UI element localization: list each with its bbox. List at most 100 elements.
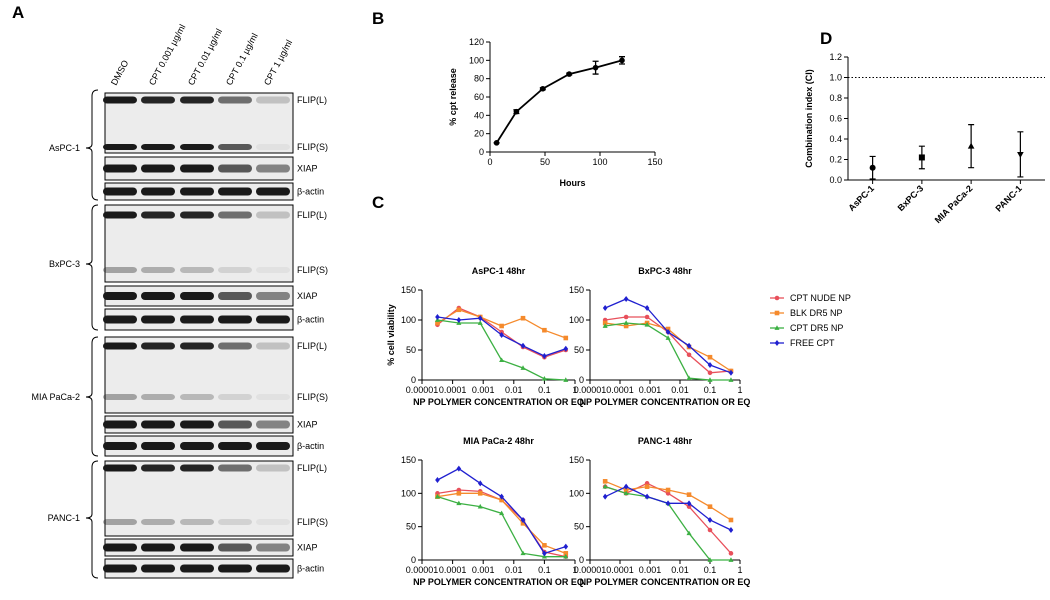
panel-label: D — [820, 29, 832, 48]
blot-band — [218, 442, 252, 450]
marker — [602, 323, 608, 328]
marker — [623, 296, 629, 302]
blot-band — [180, 342, 214, 350]
marker — [644, 322, 650, 327]
marker — [563, 551, 569, 556]
marker — [499, 332, 504, 338]
blot-band — [141, 315, 175, 324]
marker — [686, 504, 692, 509]
lane-label: CPT 0.001 µg/ml — [147, 23, 188, 87]
protein-label: FLIP(S) — [297, 142, 328, 152]
y-tick-label: 0 — [579, 555, 584, 565]
marker — [728, 527, 734, 533]
protein-label: XIAP — [297, 164, 318, 174]
x-tick-label: 1 — [572, 565, 577, 575]
x-tick-label: 0.00001 — [406, 385, 439, 395]
blot-band — [141, 442, 175, 450]
protein-label: FLIP(L) — [297, 341, 327, 351]
x-tick-label: 150 — [647, 157, 662, 167]
blot-band — [256, 464, 290, 472]
marker — [707, 370, 713, 376]
y-tick-label: 0.6 — [829, 114, 842, 124]
legend-label: FREE CPT — [790, 338, 835, 348]
protein-label: β-actin — [297, 187, 324, 197]
cell-line-label: AsPC-1 — [49, 143, 80, 153]
blot-box — [104, 460, 294, 537]
blot-band — [180, 464, 214, 472]
marker — [477, 503, 483, 509]
blot-band — [103, 164, 137, 173]
legend-label: BLK DR5 NP — [790, 308, 843, 318]
y-tick-label: 0.2 — [829, 155, 842, 165]
blot-band — [218, 394, 252, 400]
marker — [520, 315, 526, 321]
marker — [619, 57, 625, 64]
y-tick-label: 150 — [569, 285, 584, 295]
x-tick-label: 0.01 — [505, 565, 523, 575]
marker — [477, 320, 483, 325]
blot-band — [180, 564, 214, 573]
x-tick-label: 0.001 — [639, 565, 662, 575]
marker — [623, 483, 629, 490]
blot-band — [180, 187, 214, 196]
marker — [540, 85, 546, 92]
marker — [728, 369, 734, 376]
protein-label: XIAP — [297, 291, 318, 301]
blot-band — [218, 342, 252, 350]
x-tick-label: 0.0001 — [606, 385, 634, 395]
marker — [707, 527, 713, 533]
blot-band — [141, 342, 175, 350]
blot-band — [256, 96, 290, 104]
blot-band — [103, 543, 137, 552]
panel-label: A — [12, 3, 24, 22]
marker — [592, 64, 599, 71]
blot-band — [218, 543, 252, 552]
blot-band — [256, 519, 290, 525]
x-tick-label: AsPC-1 — [846, 183, 876, 213]
series-line — [437, 496, 566, 558]
y-tick-label: 50 — [574, 522, 584, 532]
blot-band — [141, 543, 175, 552]
marker — [644, 305, 650, 311]
y-tick-label: 100 — [569, 488, 584, 498]
marker — [623, 320, 629, 325]
y-tick-label: 150 — [401, 455, 416, 465]
y-tick-label: 100 — [569, 315, 584, 325]
protein-label: FLIP(L) — [297, 463, 327, 473]
marker — [456, 500, 462, 506]
blot-band — [103, 420, 137, 429]
marker — [728, 517, 734, 523]
blot-band — [103, 519, 137, 525]
y-tick-label: 100 — [469, 55, 484, 65]
x-tick-label: 1 — [737, 385, 742, 395]
blot-band — [256, 543, 290, 552]
blot-band — [180, 96, 214, 104]
marker — [1017, 151, 1024, 158]
blot-band — [141, 187, 175, 196]
blot-band — [103, 267, 137, 273]
marker — [563, 377, 569, 382]
blot-band — [103, 96, 137, 104]
y-tick-label: 40 — [474, 110, 484, 120]
blot-band — [256, 420, 290, 429]
blot-band — [218, 519, 252, 525]
marker — [435, 477, 440, 483]
marker — [774, 325, 780, 330]
brace — [85, 336, 99, 457]
y-axis-title: % cell viability — [386, 304, 396, 366]
marker — [918, 154, 925, 161]
x-tick-label: 0.001 — [472, 565, 495, 575]
y-tick-label: 0.8 — [829, 93, 842, 103]
marker — [774, 310, 780, 316]
chart-title: BxPC-3 48hr — [638, 266, 692, 276]
marker — [707, 504, 713, 509]
marker — [499, 323, 504, 329]
marker — [728, 551, 734, 556]
blot-band — [218, 164, 252, 173]
protein-label: β-actin — [297, 564, 324, 574]
x-tick-label: 0.00001 — [574, 385, 607, 395]
y-tick-label: 0 — [411, 375, 416, 385]
marker — [707, 377, 713, 382]
marker — [644, 314, 650, 320]
